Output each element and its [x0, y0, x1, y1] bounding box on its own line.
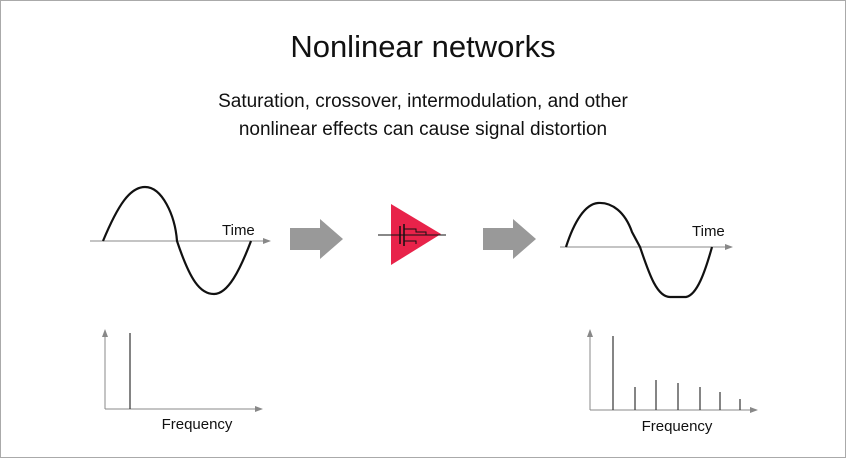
output-spectrum [587, 329, 758, 413]
block-arrow [290, 219, 343, 259]
time-label: Time [222, 222, 255, 239]
output-waveform [560, 201, 733, 299]
time-label: Time [692, 223, 725, 240]
amplifier-icon [378, 204, 446, 265]
frequency-label: Frequency [162, 416, 233, 433]
subtitle-line: Saturation, crossover, intermodulation, … [218, 91, 628, 112]
input-spectrum [102, 329, 263, 412]
subtitle-line: nonlinear effects can cause signal disto… [239, 119, 607, 140]
title: Nonlinear networks [290, 29, 555, 64]
frequency-label: Frequency [642, 418, 713, 435]
input-waveform [90, 185, 271, 296]
block-arrow [483, 219, 536, 259]
